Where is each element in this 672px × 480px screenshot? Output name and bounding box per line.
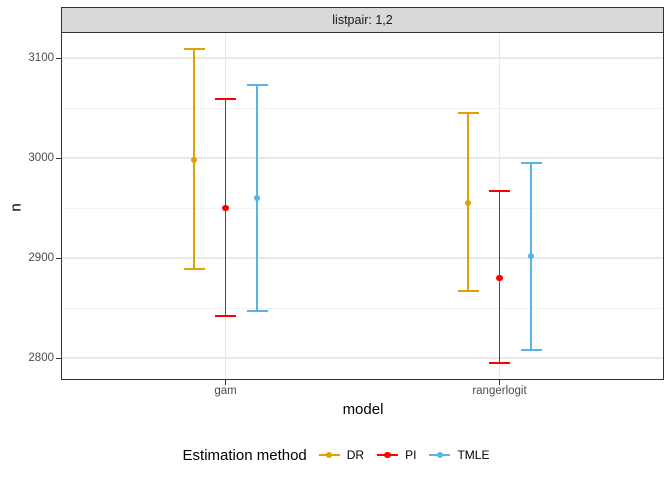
x-tick-mark <box>225 380 226 385</box>
errorbar-cap-top <box>246 84 268 86</box>
gridline-minor <box>62 107 663 109</box>
x-tick-mark <box>499 380 500 385</box>
legend-key-glyph-PI <box>377 448 399 462</box>
legend-title: Estimation method <box>182 446 307 464</box>
legend-key-dot <box>384 451 391 459</box>
errorbar-cap-top <box>183 48 205 50</box>
y-tick-mark <box>56 257 61 259</box>
gridline-major <box>62 357 663 359</box>
point-PI-rangerlogit <box>496 274 503 282</box>
point-PI-gam <box>222 204 229 212</box>
legend-label-PI: PI <box>405 448 417 462</box>
errorbar-cap-top <box>489 190 510 192</box>
errorbar-cap-bottom <box>215 315 236 317</box>
legend-key-dot <box>325 451 333 459</box>
facet-strip-label: listpair: 1,2 <box>332 13 393 27</box>
point-DR-gam <box>190 156 198 164</box>
y-tick-label: 3100 <box>28 51 54 64</box>
legend: Estimation method DR PI TMLE <box>0 443 672 467</box>
errorbar-cap-bottom <box>246 310 268 312</box>
x-tick-label: gam <box>214 385 237 397</box>
plot-panel <box>61 32 664 380</box>
y-tick-mark <box>56 157 61 159</box>
y-tick-label: 2900 <box>28 251 54 264</box>
legend-key-glyph-DR <box>318 448 340 462</box>
x-axis-title: model <box>342 401 384 418</box>
legend-item-TMLE: TMLE <box>429 448 489 462</box>
errorbar-cap-top <box>457 112 479 114</box>
gridline-major <box>62 57 663 59</box>
gridline-major <box>62 257 663 259</box>
point-TMLE-rangerlogit <box>527 252 535 260</box>
y-tick-mark <box>56 357 61 359</box>
y-tick-label: 2800 <box>28 351 54 364</box>
errorbar-cap-top <box>520 162 542 164</box>
gridline-minor <box>62 207 663 209</box>
facet-strip: listpair: 1,2 <box>61 7 664 33</box>
point-DR-rangerlogit <box>464 199 472 207</box>
y-tick-mark <box>56 57 61 59</box>
errorbar-cap-bottom <box>489 362 510 364</box>
point-TMLE-gam <box>253 194 261 202</box>
y-axis-title: n <box>7 203 25 212</box>
x-tick-label: rangerlogit <box>472 385 527 397</box>
y-tick-label: 3000 <box>28 151 54 164</box>
errorbar-cap-bottom <box>520 349 542 351</box>
gridline-minor <box>62 307 663 309</box>
gridline-major <box>62 157 663 159</box>
errorbar-cap-top <box>215 98 236 100</box>
legend-item-DR: DR <box>318 448 365 462</box>
legend-item-PI: PI <box>377 448 416 462</box>
errorbar-cap-bottom <box>183 268 205 270</box>
legend-label-DR: DR <box>346 448 365 462</box>
legend-key-dot <box>436 451 444 459</box>
legend-keys: DR PI TMLE <box>318 448 489 462</box>
legend-key-glyph-TMLE <box>429 448 451 462</box>
legend-label-TMLE: TMLE <box>457 448 490 462</box>
errorbar-cap-bottom <box>457 290 479 292</box>
